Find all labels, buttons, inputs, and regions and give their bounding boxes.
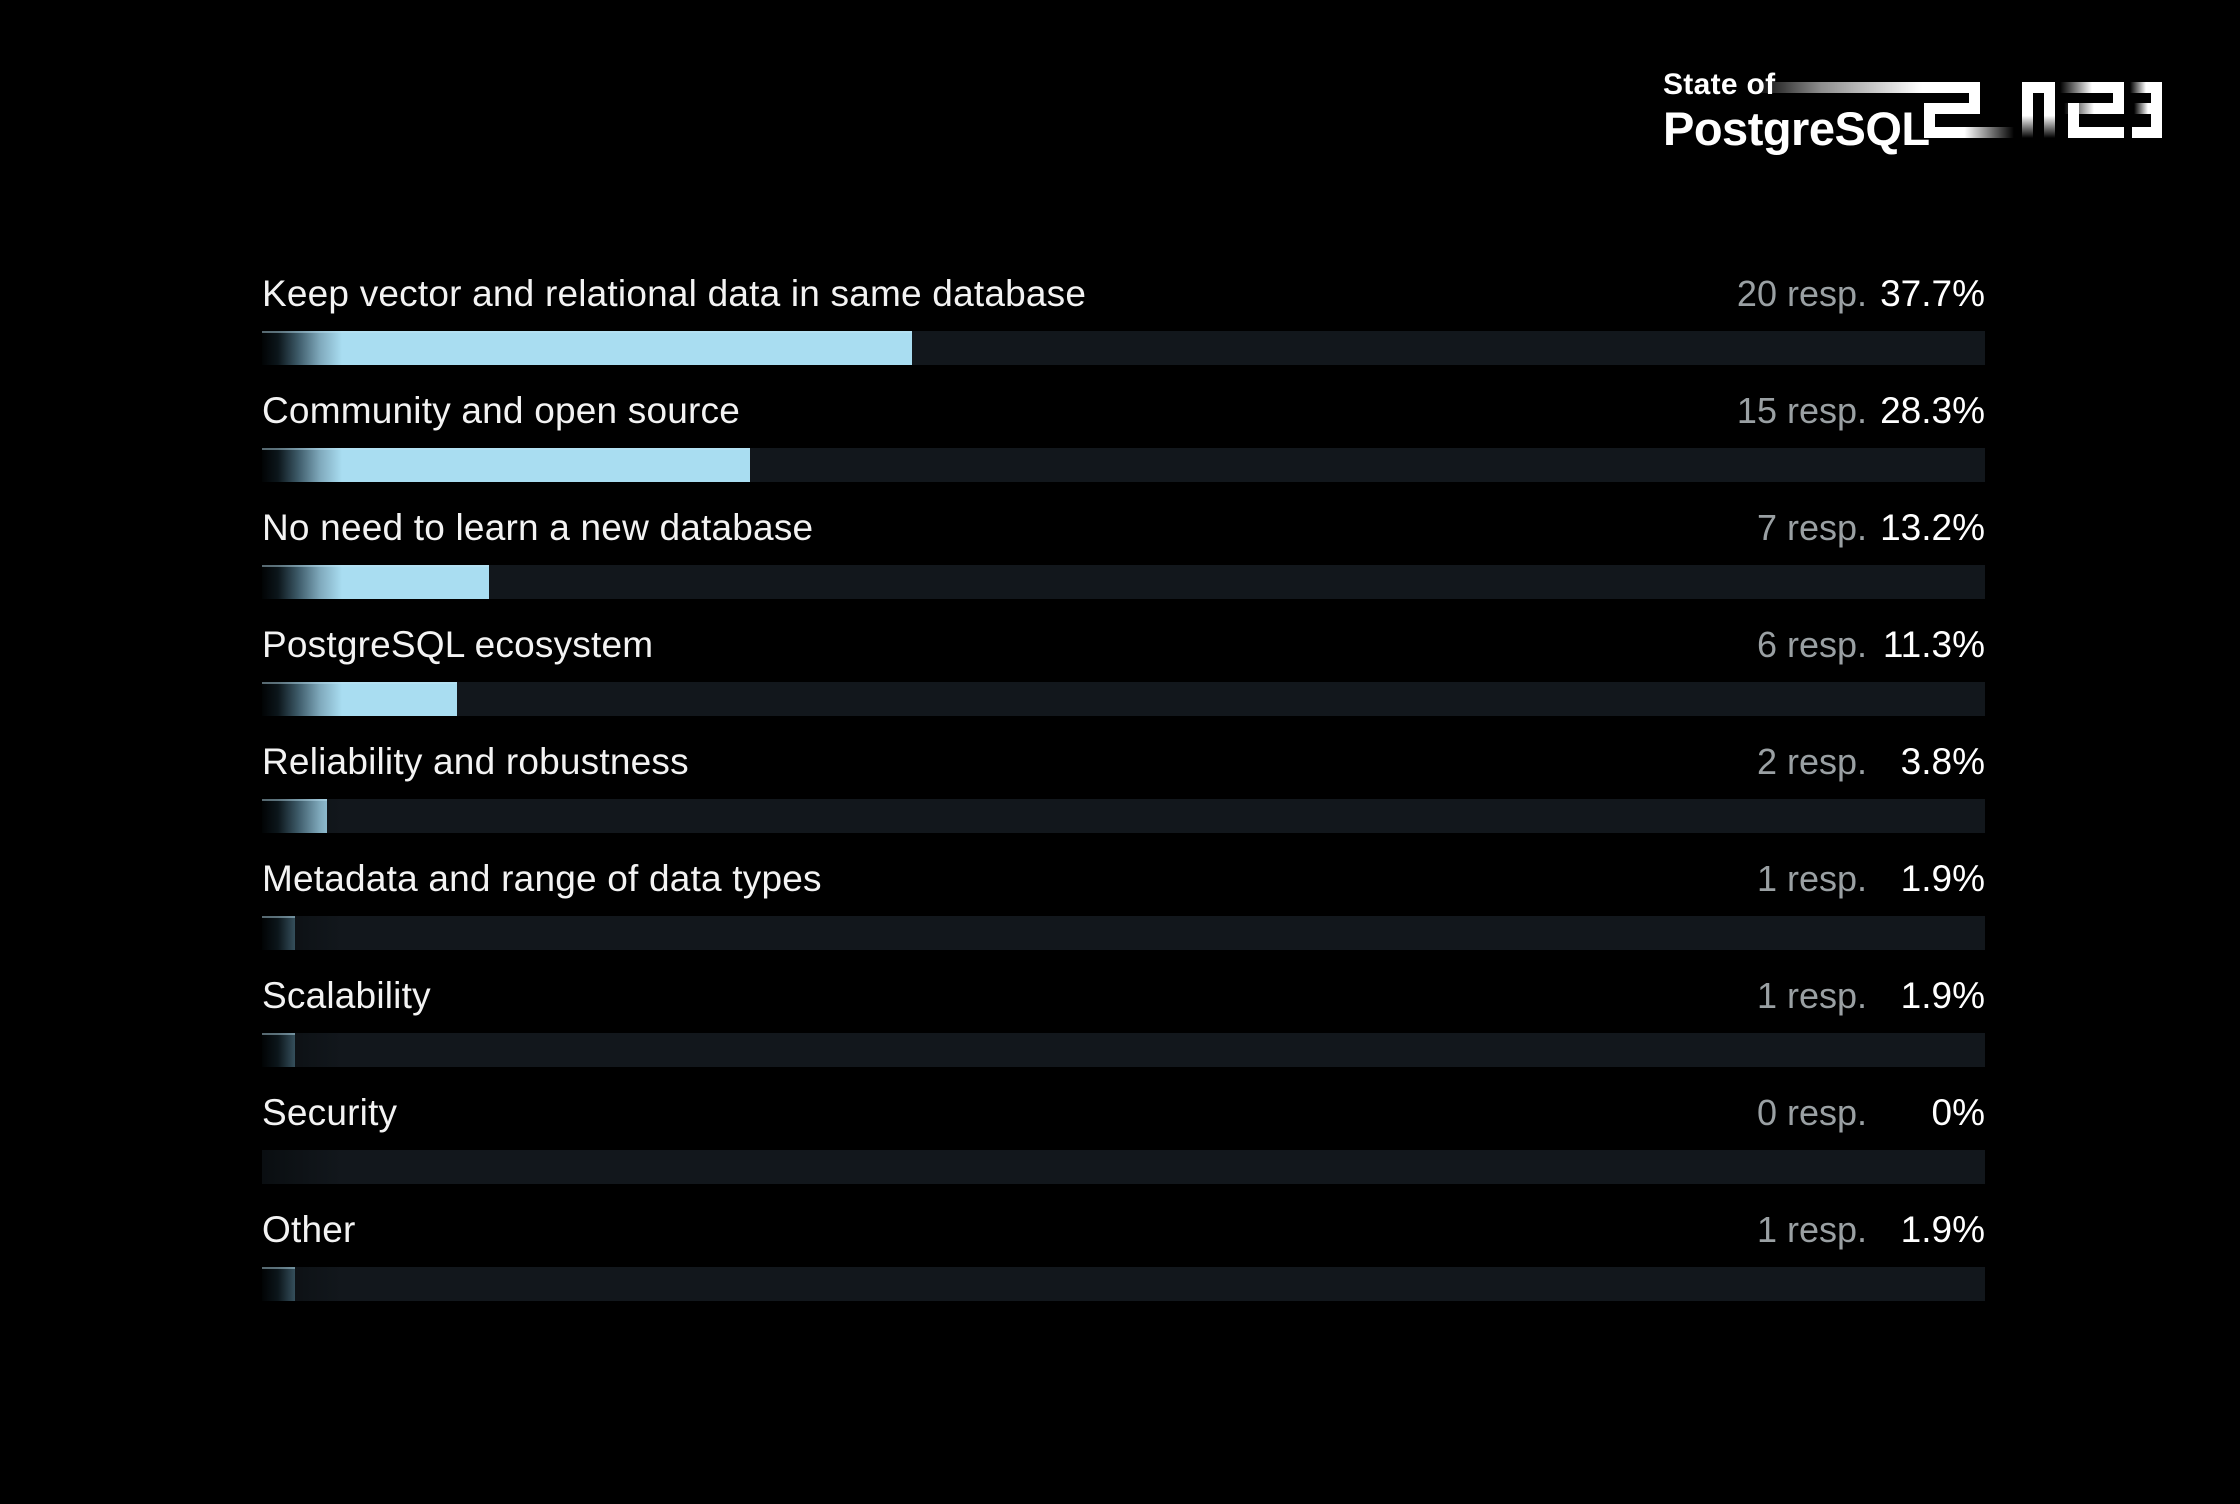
- percentage-value: 1.9%: [1900, 1209, 1985, 1250]
- bar-track: [262, 565, 1985, 599]
- bar-track: [262, 1033, 1985, 1067]
- bar-track: [262, 682, 1985, 716]
- bar-fill: [262, 1267, 295, 1301]
- responses-count: 20 resp.: [1736, 273, 1867, 314]
- row-values: 1 resp. 1.9%: [1757, 857, 1985, 901]
- row-values: 7 resp. 13.2%: [1757, 506, 1985, 550]
- responses-count: 6 resp.: [1756, 624, 1867, 665]
- row-values: 0 resp. 0%: [1757, 1091, 1985, 1135]
- bar-row: Community and open source 15 resp. 28.3%: [262, 389, 1985, 482]
- bar-fill: [262, 1033, 295, 1067]
- bar-row-head: Security 0 resp. 0%: [262, 1091, 1985, 1135]
- bar-track: [262, 1150, 1985, 1184]
- responses-count: 15 resp.: [1736, 390, 1867, 431]
- category-label: Other: [262, 1209, 356, 1250]
- bar-track: [262, 799, 1985, 833]
- percentage-value: 1.9%: [1900, 975, 1985, 1016]
- percentage-value: 1.9%: [1900, 858, 1985, 899]
- bar-row-head: Other 1 resp. 1.9%: [262, 1208, 1985, 1252]
- row-values: 20 resp. 37.7%: [1737, 272, 1985, 316]
- responses-count: 1 resp.: [1756, 975, 1867, 1016]
- responses-count: 7 resp.: [1756, 507, 1867, 548]
- bar-fill: [262, 565, 490, 599]
- row-values: 6 resp. 11.3%: [1757, 623, 1985, 667]
- category-label: Reliability and robustness: [262, 741, 689, 782]
- bar-fill: [262, 682, 457, 716]
- percentage-value: 3.8%: [1900, 741, 1985, 782]
- bar-row: Security 0 resp. 0%: [262, 1091, 1985, 1184]
- bar-track: [262, 916, 1985, 950]
- bar-row: PostgreSQL ecosystem 6 resp. 11.3%: [262, 623, 1985, 716]
- category-label: Community and open source: [262, 390, 741, 431]
- bar-row-head: No need to learn a new database 7 resp. 13…: [262, 506, 1985, 550]
- bar-fill: [262, 448, 750, 482]
- logo-wordmark: State of PostgreSQL: [1663, 66, 1930, 154]
- responses-count: 2 resp.: [1756, 741, 1867, 782]
- bar-row: Keep vector and relational data in same …: [262, 272, 1985, 365]
- category-label: Metadata and range of data types: [262, 858, 822, 899]
- bar-row-head: PostgreSQL ecosystem 6 resp. 11.3%: [262, 623, 1985, 667]
- bar-track: [262, 448, 1985, 482]
- bar-row: No need to learn a new database 7 resp. 13…: [262, 506, 1985, 599]
- bar-row-head: Scalability 1 resp. 1.9%: [262, 974, 1985, 1018]
- state-of-postgresql-logo: State of PostgreSQL: [0, 0, 2240, 170]
- category-label: Security: [262, 1092, 398, 1133]
- responses-count: 0 resp.: [1756, 1092, 1867, 1133]
- bar-row-head: Reliability and robustness 2 resp. 3.8%: [262, 740, 1985, 784]
- category-label: Keep vector and relational data in same …: [262, 273, 1087, 314]
- logo-postgresql: PostgreSQL: [1663, 102, 1930, 155]
- row-values: 1 resp. 1.9%: [1757, 1208, 1985, 1252]
- category-label: Scalability: [262, 975, 431, 1016]
- bar-fill: [262, 799, 328, 833]
- bar-row: Other 1 resp. 1.9%: [262, 1208, 1985, 1301]
- bar-row: Scalability 1 resp. 1.9%: [262, 974, 1985, 1067]
- bar-row-head: Metadata and range of data types 1 resp. 1…: [262, 857, 1985, 901]
- percentage-value: 11.3%: [1882, 624, 1985, 665]
- row-values: 1 resp. 1.9%: [1757, 974, 1985, 1018]
- category-label: PostgreSQL ecosystem: [262, 624, 654, 665]
- logo-streak-line: [1752, 82, 1922, 93]
- bar-row: Metadata and range of data types 1 resp. 1…: [262, 857, 1985, 950]
- bar-rows: Keep vector and relational data in same …: [262, 272, 1985, 1301]
- row-values: 15 resp. 28.3%: [1737, 389, 1985, 433]
- logo-year-2023-icon: [1922, 82, 2162, 138]
- responses-count: 1 resp.: [1756, 858, 1867, 899]
- percentage-value: 37.7%: [1880, 273, 1985, 314]
- category-label: No need to learn a new database: [262, 507, 814, 548]
- bar-track: [262, 1267, 1985, 1301]
- bar-fill: [262, 916, 295, 950]
- bar-track: [262, 331, 1985, 365]
- bar-row-head: Community and open source 15 resp. 28.3%: [262, 389, 1985, 433]
- bar-fill: [262, 331, 912, 365]
- bar-row: Reliability and robustness 2 resp. 3.8%: [262, 740, 1985, 833]
- responses-count: 1 resp.: [1756, 1209, 1867, 1250]
- bar-chart: Keep vector and relational data in same …: [262, 272, 1985, 1325]
- percentage-value: 13.2%: [1880, 507, 1985, 548]
- percentage-value: 28.3%: [1880, 390, 1985, 431]
- row-values: 2 resp. 3.8%: [1757, 740, 1985, 784]
- bar-row-head: Keep vector and relational data in same …: [262, 272, 1985, 316]
- percentage-value: 0%: [1931, 1092, 1985, 1133]
